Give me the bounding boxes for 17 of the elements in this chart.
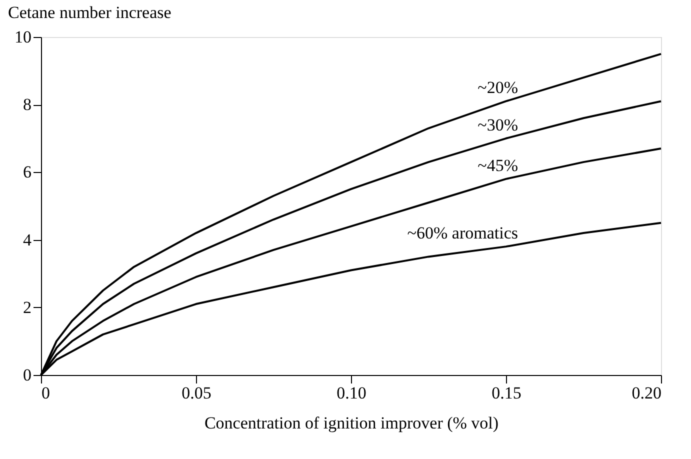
series-label: ~60% aromatics xyxy=(407,224,518,243)
x-tick-label: 0.05 xyxy=(182,384,212,402)
series-label: ~30% xyxy=(478,115,518,134)
y-tick-label: 10 xyxy=(14,28,32,46)
y-tick-label: 4 xyxy=(23,230,32,250)
x-axis-title: Concentration of ignition improver (% vol) xyxy=(204,414,499,432)
y-tick-label: 6 xyxy=(23,162,32,182)
y-tick-label: 2 xyxy=(23,298,32,317)
x-tick-label: 0.20 xyxy=(632,384,662,402)
series-label: ~20% xyxy=(478,78,518,98)
series-label: ~45% xyxy=(478,156,518,175)
y-tick-label: 8 xyxy=(23,95,32,114)
y-tick-label: 0 xyxy=(23,366,32,384)
x-tick-label: 0.10 xyxy=(336,384,366,402)
y-axis-title: Cetane number increase xyxy=(8,3,172,22)
x-tick-label: 0.15 xyxy=(492,384,522,402)
x-tick-label: 0 xyxy=(42,384,50,402)
